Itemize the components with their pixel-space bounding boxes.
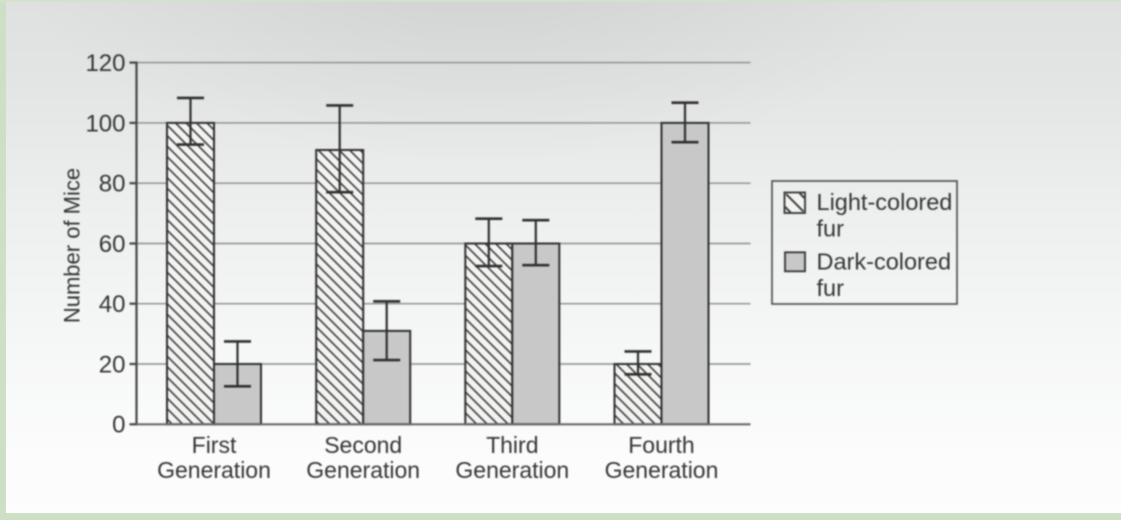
svg-text:Third: Third	[486, 432, 538, 458]
svg-text:Fourth: Fourth	[628, 432, 694, 458]
svg-text:Generation: Generation	[157, 457, 271, 483]
svg-text:fur: fur	[817, 216, 845, 242]
svg-text:Light-colored: Light-colored	[817, 189, 953, 215]
svg-text:40: 40	[99, 291, 126, 318]
svg-text:120: 120	[85, 50, 125, 77]
svg-text:Number of Mice: Number of Mice	[59, 168, 84, 323]
svg-text:Generation: Generation	[455, 457, 569, 483]
svg-text:fur: fur	[817, 275, 845, 301]
svg-text:Dark-colored: Dark-colored	[817, 249, 952, 275]
svg-text:First: First	[192, 432, 237, 458]
svg-text:80: 80	[99, 171, 126, 198]
svg-text:Generation: Generation	[605, 457, 719, 483]
svg-text:100: 100	[85, 110, 125, 137]
svg-text:20: 20	[99, 351, 126, 378]
svg-text:0: 0	[112, 412, 125, 439]
svg-text:Second: Second	[324, 432, 402, 458]
svg-text:60: 60	[99, 231, 126, 258]
svg-text:Generation: Generation	[306, 457, 420, 483]
